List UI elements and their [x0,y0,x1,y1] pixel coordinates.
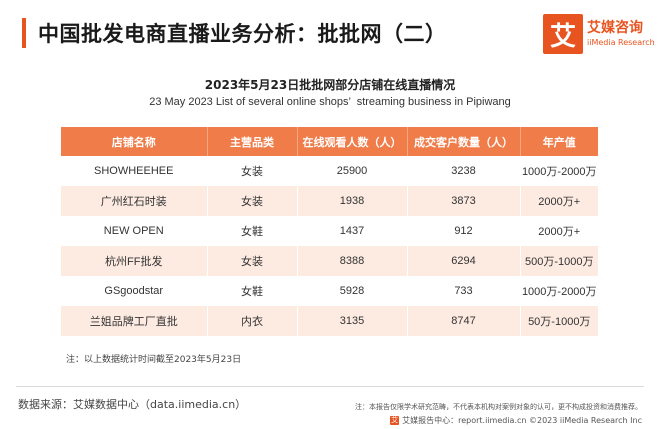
cell-shop-name: GSgoodstar [61,276,208,306]
table-row: SHOWHEEHEE 女装 25900 3238 1000万-2000万 [61,156,598,186]
table-row: GSgoodstar 女鞋 5928 733 1000万-2000万 [61,276,598,306]
cell-shop-name: NEW OPEN [61,216,208,246]
cell-customers: 912 [407,216,521,246]
cell-customers: 3238 [407,156,521,186]
table-row: NEW OPEN 女鞋 1437 912 2000万+ [61,216,598,246]
cell-annual-output: 2000万+ [520,216,598,246]
disclaimer: 注：本报告仅限学术研究范畴，不代表本机构对案例对象的认可，更不构成投资和消费推荐… [355,403,642,411]
cell-annual-output: 1000万-2000万 [520,156,598,186]
report-footer: 艾 艾媒报告中心：report.iimedia.cn ©2023 iiMedia… [390,415,642,426]
cell-category: 女装 [207,186,298,216]
cell-customers: 8747 [407,306,521,336]
cell-customers: 6294 [407,246,521,276]
cell-annual-output: 500万-1000万 [520,246,598,276]
table-row: 兰姐品牌工厂直批 内衣 3135 8747 50万-1000万 [61,306,598,336]
cell-shop-name: 杭州FF批发 [61,246,208,276]
cell-category: 女装 [207,156,298,186]
logo-mark-icon: 艾 [543,14,583,54]
cell-viewers: 3135 [297,306,408,336]
cell-viewers: 5928 [297,276,408,306]
cell-shop-name: 广州红石时装 [61,186,208,216]
data-source: 数据来源：艾媒数据中心（data.iimedia.cn） [18,398,247,411]
logo-name-en: iiMedia Research [587,37,655,47]
column-header-viewers: 在线观看人数（人） [297,127,408,156]
table-header-row: 店铺名称 主营品类 在线观看人数（人） 成交客户数量（人） 年产值 [61,127,598,156]
title-accent-bar [22,18,26,48]
iimedia-small-logo-icon: 艾 [390,416,400,425]
column-header-category: 主营品类 [207,127,298,156]
column-header-shop-name: 店铺名称 [61,127,208,156]
table-row: 杭州FF批发 女装 8388 6294 500万-1000万 [61,246,598,276]
cell-shop-name: 兰姐品牌工厂直批 [61,306,208,336]
footer-text: 艾媒报告中心：report.iimedia.cn ©2023 iiMedia R… [402,416,642,425]
cell-category: 内衣 [207,306,298,336]
cell-annual-output: 50万-1000万 [520,306,598,336]
shop-streaming-table: 店铺名称 主营品类 在线观看人数（人） 成交客户数量（人） 年产值 SHOWHE… [61,127,598,336]
cell-viewers: 8388 [297,246,408,276]
cell-viewers: 1938 [297,186,408,216]
cell-category: 女装 [207,246,298,276]
cell-category: 女鞋 [207,216,298,246]
table-title-en: 23 May 2023 List of several online shops… [149,96,511,108]
footer-divider [16,386,644,387]
cell-viewers: 1437 [297,216,408,246]
logo-name-cn: 艾媒咨询 [587,19,643,36]
cell-annual-output: 2000万+ [520,186,598,216]
iimedia-logo: 艾 艾媒咨询 iiMedia Research [543,14,655,54]
cell-customers: 3873 [407,186,521,216]
table-note: 注：以上数据统计时间截至2023年5月23日 [66,355,242,365]
logo-text: 艾媒咨询 iiMedia Research [587,21,655,47]
title-bar: 中国批发电商直播业务分析：批批网（二） [22,14,447,52]
cell-annual-output: 1000万-2000万 [520,276,598,306]
cell-customers: 733 [407,276,521,306]
cell-shop-name: SHOWHEEHEE [61,156,208,186]
column-header-customers: 成交客户数量（人） [407,127,521,156]
cell-category: 女鞋 [207,276,298,306]
page-title: 中国批发电商直播业务分析：批批网（二） [38,22,447,46]
table-row: 广州红石时装 女装 1938 3873 2000万+ [61,186,598,216]
column-header-annual-output: 年产值 [520,127,598,156]
table-title-cn: 2023年5月23日批批网部分店铺在线直播情况 [204,78,456,92]
cell-viewers: 25900 [297,156,408,186]
